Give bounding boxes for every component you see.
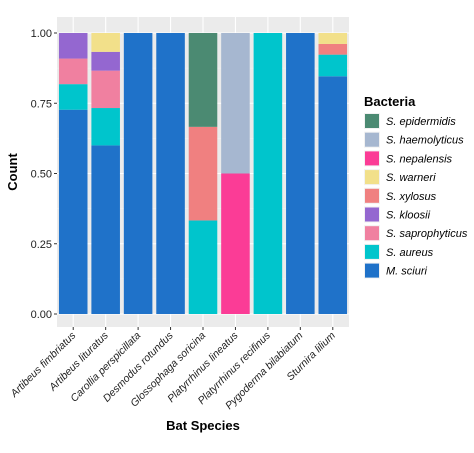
bar-segment-s-nepalensis [221,173,250,314]
legend-swatch-s-xylosus [365,188,379,203]
legend-label-s-aureus: S. aureus [386,247,434,259]
legend-label-s-haemolyticus: S. haemolyticus [386,135,464,147]
bar-segment-s-warneri [91,33,120,52]
y-tick-label: 0.00 [31,309,52,321]
bar-segment-s-epidermidis [188,33,218,127]
x-axis-title: Bat Species [166,418,240,433]
bar-segment-s-kloosii [91,51,120,71]
legend-swatch-s-kloosii [365,207,379,222]
legend-label-s-epidermidis: S. epidermidis [386,116,456,128]
bar-segment-s-aureus [253,33,283,314]
legend-label-s-kloosii: S. kloosii [386,210,431,222]
legend-label-s-nepalensis: S. nepalensis [386,153,453,165]
legend-label-m-sciuri: M. sciuri [386,266,428,278]
legend-label-s-warneri: S. warneri [386,172,436,184]
legend-swatch-m-sciuri [365,263,379,278]
legend-swatch-s-aureus [365,244,379,259]
bars [58,33,348,314]
bar-segment-s-haemolyticus [221,33,250,174]
bar-segment-m-sciuri [58,109,88,314]
bar-segment-s-kloosii [58,33,88,59]
legend-swatch-s-warneri [365,170,379,185]
y-tick-label: 0.75 [31,98,52,110]
legend-label-s-saprophyticus: S. saprophyticus [386,228,468,240]
legend-swatch-s-nepalensis [365,151,379,166]
bar-segment-m-sciuri [286,33,315,314]
legend: Bacteria S. epidermidis S. haemolyticus S.… [364,94,468,279]
legend-label-s-xylosus: S. xylosus [386,191,437,203]
bar-segment-s-xylosus [318,43,348,55]
bar-segment-s-xylosus [188,126,218,221]
bar-segment-s-saprophyticus [91,70,120,109]
bar-segment-s-aureus [58,84,88,110]
bar-segment-s-aureus [188,220,218,314]
legend-swatch-s-epidermidis [365,114,379,128]
legend-title: Bacteria [364,94,416,109]
bar-segment-m-sciuri [123,33,153,314]
bar-segment-s-aureus [91,108,120,146]
bar-segment-m-sciuri [156,33,185,314]
bar-segment-s-aureus [318,54,348,77]
bar-segment-m-sciuri [318,76,348,314]
bar-segment-s-saprophyticus [58,58,88,85]
y-axis-title: Count [5,153,20,191]
bar-segment-m-sciuri [91,145,120,314]
bar-segment-s-warneri [318,33,348,44]
y-tick-label: 0.50 [31,169,52,181]
y-axis: 0.00 0.25 0.50 0.75 1.00 [31,28,57,321]
y-tick-label: 1.00 [31,28,52,40]
legend-swatch-s-saprophyticus [365,226,379,241]
legend-swatch-s-haemolyticus [365,132,379,147]
y-tick-label: 0.25 [31,239,52,251]
